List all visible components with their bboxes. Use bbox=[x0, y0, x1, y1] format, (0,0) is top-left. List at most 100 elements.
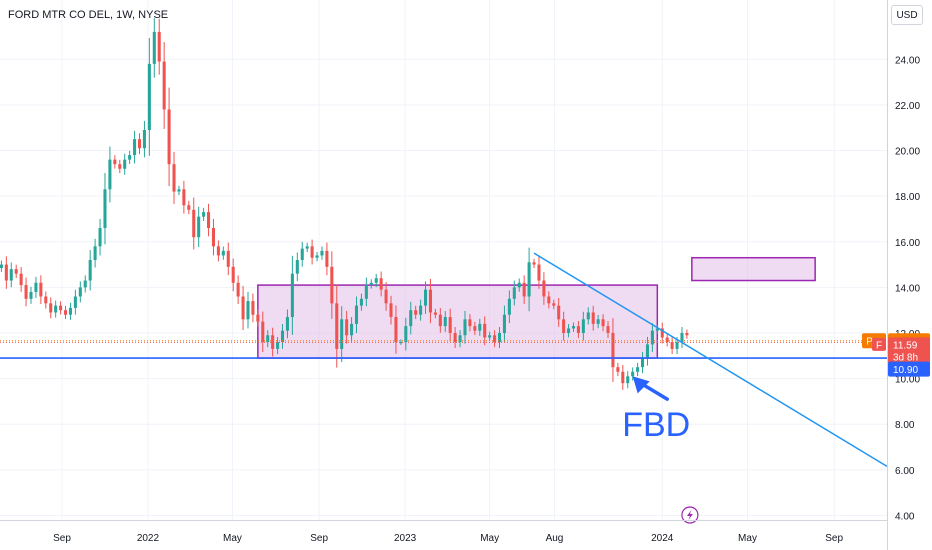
candle-body bbox=[552, 303, 556, 306]
candle-body bbox=[29, 291, 33, 299]
candle-body bbox=[483, 323, 487, 338]
candle-body bbox=[374, 278, 378, 283]
candle-body bbox=[670, 342, 674, 349]
candle-body bbox=[562, 319, 566, 333]
zones bbox=[257, 256, 816, 359]
candle-body bbox=[315, 255, 319, 258]
candle-body bbox=[0, 264, 3, 268]
y-tick-label: 4.00 bbox=[895, 511, 915, 522]
candle-body bbox=[542, 280, 546, 297]
candle-body bbox=[285, 317, 289, 331]
candle-body bbox=[172, 164, 176, 192]
x-tick-label: 2024 bbox=[651, 533, 674, 544]
candle-body bbox=[399, 342, 403, 344]
candle-body bbox=[167, 109, 171, 165]
candle-body bbox=[586, 312, 590, 320]
candle-body bbox=[310, 246, 314, 258]
candle-body bbox=[537, 264, 541, 281]
candle-body bbox=[473, 326, 477, 331]
candle-body bbox=[379, 278, 383, 290]
candle-body bbox=[571, 326, 576, 329]
symbol-title: FORD MTR CO DEL, 1W, NYSE bbox=[8, 9, 169, 21]
candle-body bbox=[581, 319, 585, 333]
candle-body bbox=[241, 296, 245, 320]
candle-body bbox=[384, 289, 388, 304]
candle-body bbox=[409, 310, 413, 327]
candle-body bbox=[59, 305, 63, 311]
candle-body bbox=[591, 312, 595, 324]
candle-body bbox=[335, 303, 339, 349]
candle-body bbox=[226, 250, 230, 267]
candle-body bbox=[626, 376, 630, 384]
candle-body bbox=[157, 31, 161, 62]
last-price-badge-bg bbox=[888, 337, 930, 366]
candle-body bbox=[660, 328, 664, 338]
candle-body bbox=[527, 262, 531, 297]
x-tick-label: Sep bbox=[310, 533, 328, 544]
range-box bbox=[257, 284, 659, 359]
last-price-value: 11.59 bbox=[893, 340, 918, 351]
candle-body bbox=[177, 189, 181, 192]
candle-body bbox=[517, 282, 521, 288]
candle-body bbox=[645, 344, 649, 359]
candle-body bbox=[576, 326, 580, 333]
candle-body bbox=[271, 335, 275, 349]
candle-body bbox=[221, 250, 225, 256]
candle-body bbox=[280, 330, 285, 343]
candle-body bbox=[24, 285, 28, 299]
candle-body bbox=[463, 319, 467, 336]
time-axis: Sep 2022 May Sep 2023 May Aug 2024 May Sep bbox=[0, 520, 887, 544]
candle-body bbox=[394, 317, 398, 343]
x-tick-label: Aug bbox=[546, 533, 564, 544]
candle-body bbox=[419, 305, 423, 315]
candle-body bbox=[567, 328, 571, 333]
candle-body bbox=[320, 250, 324, 256]
candle-body bbox=[211, 228, 216, 247]
candle-body bbox=[246, 301, 250, 320]
candle-body bbox=[152, 31, 156, 64]
annotation-fbd: FBD bbox=[622, 406, 690, 444]
candle-body bbox=[137, 139, 142, 149]
candle-body bbox=[261, 321, 265, 343]
candle-body bbox=[187, 205, 191, 210]
candle-body bbox=[616, 367, 620, 372]
candle-body bbox=[78, 287, 82, 297]
candle-body bbox=[330, 266, 334, 304]
candle-body bbox=[93, 246, 97, 260]
symbol-badge-bg bbox=[872, 337, 886, 351]
candle-body bbox=[621, 371, 625, 384]
candle-body bbox=[354, 305, 359, 324]
candle-body bbox=[655, 328, 659, 331]
trend-line bbox=[533, 252, 888, 468]
candle-body bbox=[557, 305, 561, 320]
candle-body bbox=[478, 323, 482, 331]
support-badge-bg bbox=[888, 361, 930, 377]
currency-button[interactable]: USD bbox=[891, 5, 923, 25]
candle-body bbox=[502, 314, 506, 333]
x-tick-label: May bbox=[480, 533, 499, 544]
candle-body bbox=[650, 330, 654, 345]
candle-body bbox=[359, 298, 363, 306]
y-tick-label: 18.00 bbox=[895, 192, 920, 203]
candle-body bbox=[9, 269, 13, 281]
candle-body bbox=[507, 298, 511, 315]
candle-body bbox=[276, 342, 280, 349]
candle-body bbox=[113, 159, 117, 165]
candle-body bbox=[497, 332, 502, 343]
candle-body bbox=[438, 314, 442, 327]
candle-body bbox=[54, 305, 58, 313]
y-tick-label: 10.00 bbox=[895, 375, 920, 386]
y-tick-label: 16.00 bbox=[895, 238, 920, 249]
candle-body bbox=[414, 310, 418, 315]
candle-body bbox=[325, 250, 329, 267]
candle-body bbox=[202, 212, 206, 217]
candle-body bbox=[63, 310, 68, 315]
candle-body bbox=[448, 317, 452, 333]
candle-body bbox=[641, 358, 645, 368]
candle-body bbox=[300, 248, 304, 260]
candle-body bbox=[49, 303, 53, 313]
lightning-glyph bbox=[686, 510, 693, 520]
candle-body bbox=[601, 319, 605, 327]
